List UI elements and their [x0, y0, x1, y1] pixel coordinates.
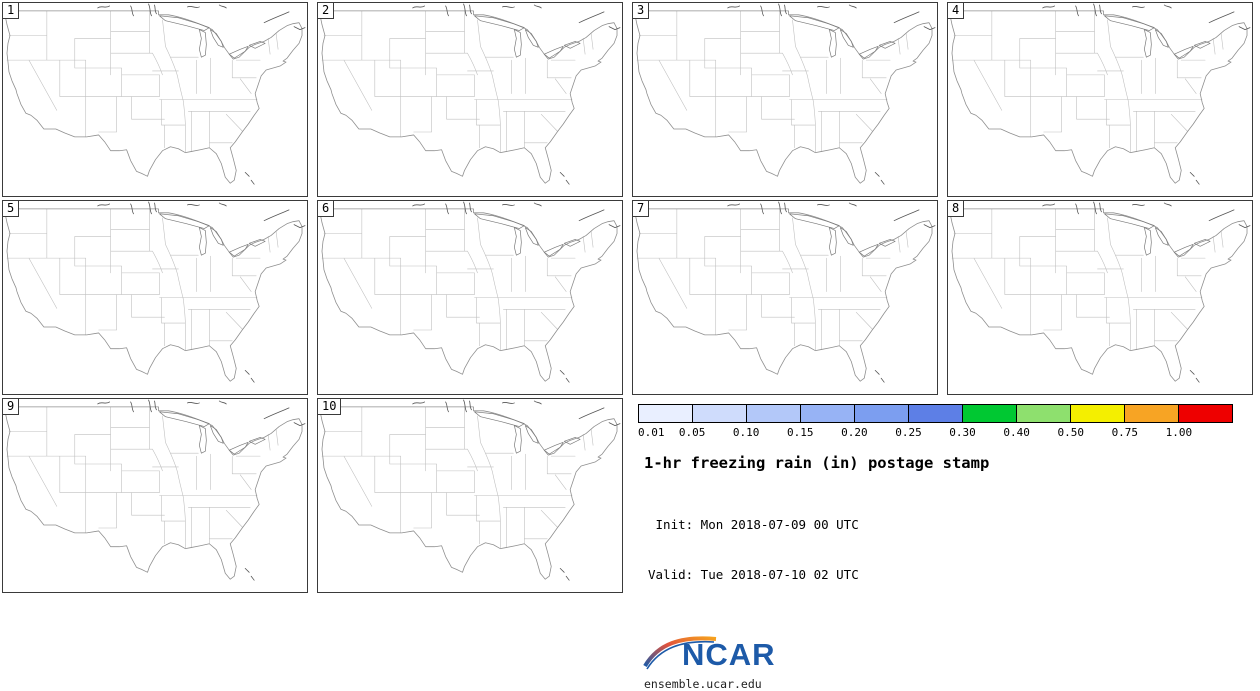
colorbar-tick-label: 0.30 [949, 426, 976, 439]
panel-number: 6 [318, 201, 335, 217]
us-map [3, 3, 307, 196]
colorbar-cell [1071, 405, 1125, 422]
us-map-graphic [319, 3, 621, 185]
us-map [948, 3, 1252, 196]
map-panel-3: 3 [632, 2, 938, 197]
us-map-graphic [4, 3, 306, 185]
colorbar-tick-label: 0.05 [678, 426, 706, 439]
map-panel-1: 1 [2, 2, 308, 197]
colorbar-tick-label: 0.01 [638, 426, 665, 439]
panel-number: 4 [948, 3, 965, 19]
map-panel-9: 9 [2, 398, 308, 593]
site-url: ensemble.ucar.edu [644, 677, 762, 691]
colorbar-tick-label: 0.50 [1057, 426, 1084, 439]
us-map [633, 3, 937, 196]
us-map [318, 201, 622, 394]
map-panel-5: 5 [2, 200, 308, 395]
init-time: Init: Mon 2018-07-09 00 UTC [648, 516, 859, 532]
colorbar-cell [801, 405, 855, 422]
panel-number: 2 [318, 3, 335, 19]
colorbar-cell [1125, 405, 1179, 422]
us-map-graphic [4, 201, 306, 383]
us-map [633, 201, 937, 394]
colorbar-tick-label: 1.00 [1165, 426, 1193, 439]
ncar-logo-text: NCAR [682, 637, 776, 672]
panel-number: 8 [948, 201, 965, 217]
panel-number: 9 [3, 399, 20, 415]
panel-number: 10 [318, 399, 342, 415]
legend-block: 0.01 0.05 0.10 0.15 0.20 0.25 0.30 0.40 0.50 0.75… [632, 398, 1253, 691]
colorbar-cell [909, 405, 963, 422]
panel-number: 7 [633, 201, 650, 217]
us-map-graphic [319, 399, 621, 581]
colorbar-tick-label: 0.75 [1111, 426, 1139, 439]
map-panel-7: 7 [632, 200, 938, 395]
us-map-graphic [949, 3, 1251, 185]
colorbar-tick-label: 0.40 [1003, 426, 1030, 439]
map-panel-4: 4 [947, 2, 1253, 197]
us-map [3, 399, 307, 592]
colorbar-cell [1179, 405, 1232, 422]
us-map-graphic [4, 399, 306, 581]
colorbar-cell [639, 405, 693, 422]
colorbar-cell [855, 405, 909, 422]
map-panel-8: 8 [947, 200, 1253, 395]
plot-meta: Init: Mon 2018-07-09 00 UTC Valid: Tue 2… [648, 483, 1233, 618]
colorbar [638, 404, 1233, 423]
us-map [3, 201, 307, 394]
us-map [318, 399, 622, 592]
colorbar-tick-label: 0.25 [895, 426, 922, 439]
panel-number: 1 [3, 3, 20, 19]
us-map-graphic [634, 3, 936, 185]
ncar-logo: NCAR [642, 634, 1233, 676]
map-panel-6: 6 [317, 200, 623, 395]
us-map-graphic [319, 201, 621, 383]
colorbar-cell [747, 405, 801, 422]
us-map-graphic [949, 201, 1251, 383]
colorbar-tick-label: 0.15 [787, 426, 814, 439]
colorbar-labels: 0.01 0.05 0.10 0.15 0.20 0.25 0.30 0.40 0.50 0.75… [638, 426, 1233, 441]
colorbar-cell [1017, 405, 1071, 422]
colorbar-tick-label: 0.10 [732, 426, 760, 439]
panel-number: 5 [3, 201, 20, 217]
panel-number: 3 [633, 3, 650, 19]
colorbar-cell [963, 405, 1017, 422]
plot-title: 1-hr freezing rain (in) postage stamp [644, 454, 990, 472]
us-map-graphic [634, 201, 936, 383]
valid-time: Valid: Tue 2018-07-10 02 UTC [648, 567, 859, 583]
us-map [948, 201, 1252, 394]
us-map [318, 3, 622, 196]
colorbar-tick-label: 0.20 [841, 426, 868, 439]
map-panel-10: 10 [317, 398, 623, 593]
colorbar-cell [693, 405, 747, 422]
map-panel-2: 2 [317, 2, 623, 197]
